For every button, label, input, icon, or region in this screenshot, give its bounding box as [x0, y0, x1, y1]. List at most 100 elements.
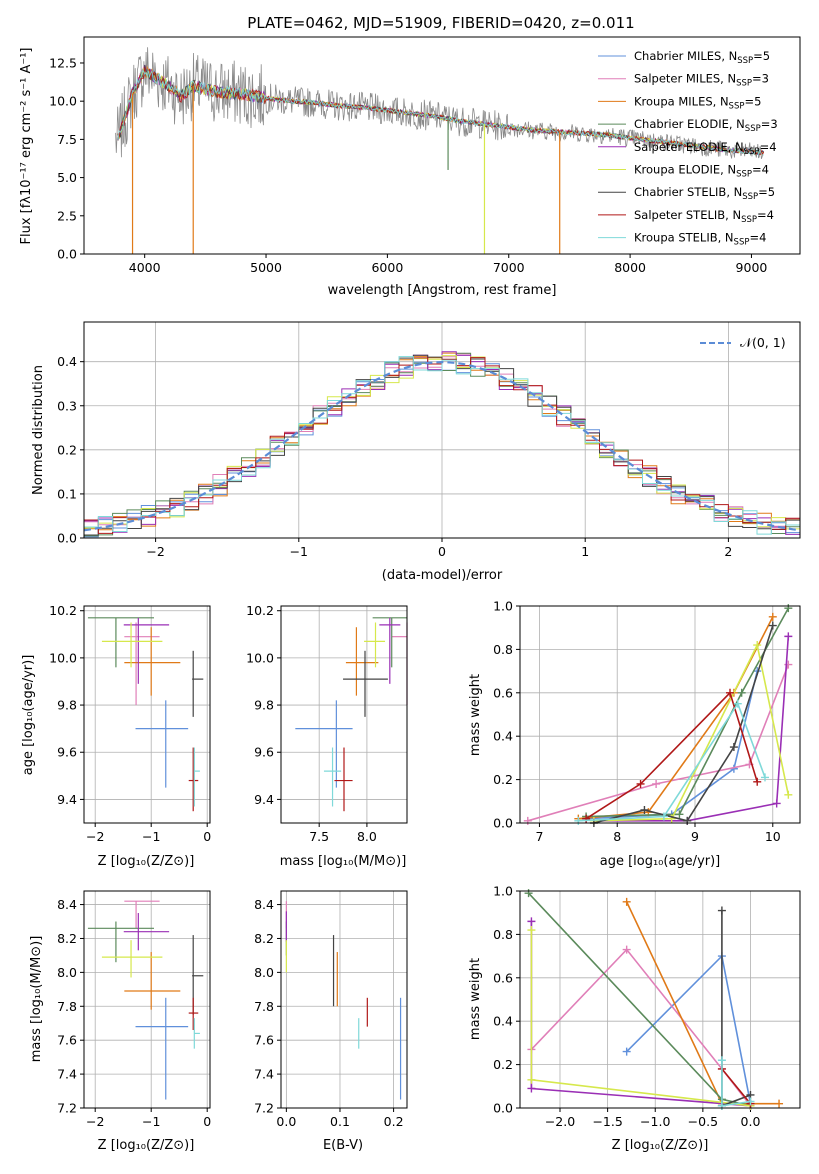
legend-label: Kroupa MILES, NSSP=5	[634, 94, 761, 111]
x-tick-label: −0.5	[688, 1114, 718, 1129]
massweight-vs-Z-x-label: Z [log₁₀(Z/Z⊙)]	[612, 1138, 709, 1153]
y-tick-label: 10.0	[49, 94, 77, 109]
weight-marker	[659, 812, 668, 821]
x-tick-label: 0	[438, 544, 446, 559]
y-tick-label: 0.6	[493, 970, 513, 985]
weight-marker	[746, 1097, 755, 1106]
weight-marker	[726, 688, 734, 697]
weight-marker	[582, 814, 591, 823]
legend-sub: SSP	[734, 238, 750, 248]
weight-marker	[636, 779, 645, 788]
legend-n: =4	[760, 140, 777, 154]
age-vs-Z-y-label: age [log₁₀(age/yr)]	[21, 655, 36, 776]
weight-line	[586, 670, 758, 820]
y-tick-label: 8.2	[254, 931, 274, 946]
histogram-step	[84, 356, 800, 535]
weight-line	[721, 910, 751, 1107]
mass-vs-Z-panel: −2 −1 0 7.2 7.4 7.6 7.8 8.0 8.2 8.4	[57, 890, 211, 1129]
weight-marker	[652, 779, 661, 788]
spectrum-plot-area	[115, 47, 765, 254]
y-tick-label: 9.6	[254, 745, 274, 760]
y-tick-label: 8.0	[57, 965, 77, 980]
panel-frame	[519, 890, 801, 1109]
legend-n: =5	[753, 49, 770, 63]
panel-frame	[280, 605, 408, 824]
legend-n: =5	[758, 185, 775, 199]
y-tick-label: 0.8	[493, 927, 513, 942]
x-tick-label: 9	[691, 829, 699, 844]
y-tick-label: 0.2	[57, 442, 77, 457]
weight-marker	[775, 1099, 784, 1108]
legend-sub: SSP	[736, 170, 752, 180]
x-tick-label: 6000	[371, 260, 403, 275]
weight-marker	[675, 810, 684, 819]
weight-marker	[527, 1084, 536, 1093]
legend-sub: SSP	[742, 192, 758, 202]
y-tick-label: 0.2	[493, 1057, 513, 1072]
x-tick-label: −1	[290, 544, 308, 559]
y-tick-label: 7.4	[57, 1067, 77, 1082]
y-tick-label: 7.2	[57, 1101, 77, 1116]
legend-n: =4	[757, 208, 774, 222]
x-tick-label: 0.2	[384, 1114, 404, 1129]
mass-vs-EBV-panel: 0.0 0.1 0.2 7.2 7.4 7.6 7.8 8.0 8.2 8.4	[254, 890, 408, 1129]
weight-line	[593, 642, 790, 822]
spectrum-lines	[115, 47, 765, 254]
weight-marker	[737, 688, 746, 697]
weight-marker	[527, 926, 536, 935]
y-tick-label: 1.0	[493, 599, 513, 614]
legend-sub: SSP	[737, 56, 753, 66]
weight-marker	[622, 897, 631, 906]
x-tick-label: 9000	[736, 260, 768, 275]
y-tick-label: 0.4	[57, 354, 77, 369]
spectrum-x-label: wavelength [Angstrom, rest frame]	[328, 283, 557, 298]
y-tick-label: 0.0	[493, 1101, 513, 1116]
y-tick-label: 8.4	[254, 897, 274, 912]
x-tick-label: 0.0	[276, 1114, 296, 1129]
residuals-x-label: (data-model)/error	[382, 568, 503, 583]
x-tick-label: −2.0	[545, 1114, 575, 1129]
y-tick-label: 0.3	[57, 398, 77, 413]
y-tick-label: 7.8	[57, 999, 77, 1014]
age-vs-mass-x-label: mass [log₁₀(M/M⊙)]	[280, 854, 407, 869]
model-spectrum-line	[117, 69, 764, 157]
weight-marker	[527, 917, 536, 926]
weight-line	[528, 892, 751, 1107]
legend-sub: SSP	[744, 147, 760, 157]
massweight-vs-Z-panel: −2.0 −1.5 −1.0 −0.5 0.0 0.0 0.2 0.4 0.6 0.8 1.0	[493, 884, 801, 1129]
weight-line	[585, 691, 758, 820]
spectrum-panel: PLATE=0462, MJD=51909, FIBERID=0420, z=0…	[19, 14, 801, 298]
y-tick-label: 0.2	[493, 772, 513, 787]
y-tick-label: 0.6	[493, 685, 513, 700]
legend-n: =4	[752, 163, 769, 177]
x-tick-label: 0	[203, 829, 211, 844]
x-tick-label: −1	[142, 1114, 160, 1129]
x-tick-label: 7	[535, 829, 543, 844]
residuals-plot-area: −2 −1 0 1 2 0.0 0.1 0.2 0.3 0.4	[57, 322, 801, 559]
y-tick-label: 9.4	[254, 792, 274, 807]
x-tick-label: −2	[146, 544, 164, 559]
weight-line	[527, 664, 790, 822]
y-tick-label: 0.0	[57, 531, 77, 546]
y-tick-label: 9.6	[57, 745, 77, 760]
x-tick-label: 0.0	[741, 1114, 761, 1129]
residuals-panel: −2 −1 0 1 2 0.0 0.1 0.2 0.3 0.4 (data-model)/erro…	[31, 321, 801, 583]
weight-marker	[768, 612, 777, 621]
weight-marker	[667, 814, 676, 823]
panel-frame	[83, 890, 211, 1109]
x-tick-label: −2	[86, 1114, 104, 1129]
weight-marker	[729, 743, 738, 752]
mass-vs-Z-x-label: Z [log₁₀(Z/Z⊙)]	[98, 1138, 195, 1153]
legend-label: Chabrier MILES, NSSP=5	[634, 49, 770, 66]
y-tick-label: 8.2	[57, 931, 77, 946]
x-tick-label: 7.5	[309, 829, 329, 844]
x-tick-label: 2	[724, 544, 732, 559]
legend-sub: SSP	[729, 101, 745, 111]
mass-vs-EBV-x-label: E(B-V)	[323, 1138, 363, 1153]
y-tick-label: 0.0	[57, 247, 77, 262]
model-spectrum-line	[117, 67, 765, 156]
y-tick-label: 7.2	[254, 1101, 274, 1116]
x-tick-label: 8000	[614, 260, 646, 275]
legend-n: =3	[752, 72, 769, 86]
